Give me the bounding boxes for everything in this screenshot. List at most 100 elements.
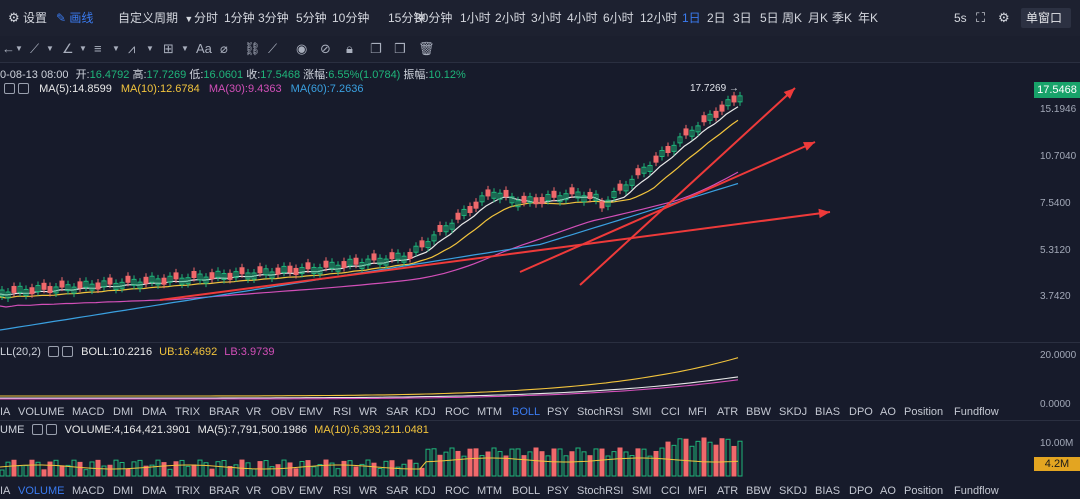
text-tool-button[interactable]: Aa [196,41,212,56]
draw-line-button[interactable]: ✎ 画线 [56,11,94,25]
indicator-tab-rsi[interactable]: RSI [333,485,352,497]
indicator-tab-trix[interactable]: TRIX [175,485,201,497]
period-8[interactable]: 2小时 [495,11,526,25]
indicator-tab-wr[interactable]: WR [359,406,378,418]
period-10[interactable]: 4小时 [567,11,598,25]
indicator-tab-roc[interactable]: ROC [445,406,470,418]
caret-down-icon[interactable]: ▼ [146,44,154,53]
parallel-lines-icon[interactable]: ≡ [94,41,102,56]
indicator-tab-smi[interactable]: SMI [632,485,652,497]
indicator-tab-kdj[interactable]: KDJ [415,485,436,497]
settings-button[interactable]: ⚙ 设置 [8,10,48,25]
indicator-tab-smi[interactable]: SMI [632,406,652,418]
indicator-tab-vr[interactable]: VR [246,406,262,418]
indicator-tab-bias[interactable]: BIAS [815,485,841,497]
period-12[interactable]: 12小时 [640,11,678,25]
window-mode-dropdown[interactable]: 单窗口 ▼ [1021,8,1071,44]
indicator-tab-dpo[interactable]: DPO [849,406,873,418]
period-18[interactable]: 月K [808,11,829,25]
indicator-tab-volume[interactable]: VOLUME [18,406,65,418]
custom-period-dropdown[interactable]: 自定义周期 ▼ [118,11,194,25]
indicator-tab-sar[interactable]: SAR [386,406,409,418]
indicator-tab-position[interactable]: Position [904,485,944,497]
indicator-tab-dma[interactable]: DMA [142,406,167,418]
indicator-tab-fundflow[interactable]: Fundflow [954,406,999,418]
wave-tool-icon[interactable]: ⩘ [128,41,136,56]
indicator-tab-brar[interactable]: BRAR [209,485,240,497]
period-14[interactable]: 2日 [707,11,726,25]
indicator-tab-skdj[interactable]: SKDJ [779,485,808,497]
indicator-tab-atr[interactable]: ATR [717,485,739,497]
indicator-tab-stochrsi[interactable]: StochRSI [577,406,624,418]
indicator-tab-ia[interactable]: IA [0,485,11,497]
magnet-icon[interactable]: ⌀ [220,41,228,56]
caret-down-icon[interactable]: ▼ [112,44,120,53]
indicator-tab-ao[interactable]: AO [880,406,896,418]
indicator-tab-emv[interactable]: EMV [299,406,323,418]
lock-icon[interactable]: 🔒︎ [346,41,353,56]
layers-icon[interactable]: ❒ [394,41,406,56]
period-20[interactable]: 年K [858,11,879,25]
indicator-tab-dmi[interactable]: DMI [113,485,134,497]
caret-down-icon[interactable]: ▼ [79,44,87,53]
period-19[interactable]: 季K [832,11,853,25]
indicator-tab-mfi[interactable]: MFI [688,406,707,418]
indicator-tab-dma[interactable]: DMA [142,485,167,497]
indicator-tab-boll[interactable]: BOLL [512,485,541,497]
period-15[interactable]: 3日 [733,11,752,25]
line-tool-icon[interactable]: ⟋ [30,41,40,56]
indicator-tab-rsi[interactable]: RSI [333,406,352,418]
indicator-tab-bbw[interactable]: BBW [746,485,772,497]
close-icon[interactable] [62,346,74,357]
indicator-tab-fundflow[interactable]: Fundflow [954,485,999,497]
eye-icon[interactable] [4,83,15,94]
indicator-tab-psy[interactable]: PSY [547,406,570,418]
indicator-tab-dmi[interactable]: DMI [113,406,134,418]
indicator-tab-vr[interactable]: VR [246,485,262,497]
ruler-icon[interactable]: ⟋ [268,41,278,56]
indicator-tab-macd[interactable]: MACD [72,406,105,418]
period-17[interactable]: 周K [782,11,803,25]
indicator-tab-bbw[interactable]: BBW [746,406,772,418]
indicator-tab-boll[interactable]: BOLL [512,406,541,418]
indicator-tab-kdj[interactable]: KDJ [415,406,436,418]
indicator-tab-obv[interactable]: OBV [271,485,295,497]
indicator-tab-mfi[interactable]: MFI [688,485,707,497]
indicator-tab-psy[interactable]: PSY [547,485,570,497]
indicator-tab-position[interactable]: Position [904,406,944,418]
period-11[interactable]: 6小时 [603,11,634,25]
close-icon[interactable] [45,424,57,435]
angle-tool-icon[interactable]: ∠ [62,41,74,56]
indicator-tab-macd[interactable]: MACD [72,485,105,497]
period-3[interactable]: 5分钟 [296,11,327,25]
period-13[interactable]: 1日 [682,11,701,25]
arrow-left-icon[interactable]: ← [2,41,15,56]
indicator-tab-emv[interactable]: EMV [299,485,323,497]
indicator-tab-skdj[interactable]: SKDJ [779,406,808,418]
fullscreen-icon[interactable]: ⛶ [976,10,986,25]
trash-icon[interactable]: 🗑︎ [418,41,435,56]
copy-icon[interactable]: ❐ [370,41,382,56]
period-4[interactable]: 10分钟 [332,11,370,25]
indicator-tab-roc[interactable]: ROC [445,485,470,497]
indicator-tab-sar[interactable]: SAR [386,485,409,497]
period-0[interactable]: 分时 [194,11,219,25]
period-9[interactable]: 3小时 [531,11,562,25]
indicator-tab-wr[interactable]: WR [359,485,378,497]
refresh-interval-button[interactable]: 5s [954,11,967,25]
caret-down-icon[interactable]: ▼ [46,44,54,53]
eye-icon[interactable]: ◉ [296,41,308,56]
eye-off-icon[interactable]: ⊘ [320,41,331,56]
indicator-tab-stochrsi[interactable]: StochRSI [577,485,624,497]
period-6[interactable]: 30分钟 [415,11,453,25]
indicator-tab-volume[interactable]: VOLUME [18,485,65,497]
period-5[interactable]: 15分钟 [388,11,426,25]
indicator-tab-obv[interactable]: OBV [271,406,295,418]
indicator-tab-dpo[interactable]: DPO [849,485,873,497]
caret-down-icon[interactable]: ▼ [181,44,189,53]
period-2[interactable]: 3分钟 [258,11,289,25]
indicator-tab-trix[interactable]: TRIX [175,406,201,418]
indicator-tab-ia[interactable]: IA [0,406,11,418]
indicator-tab-cci[interactable]: CCI [661,485,680,497]
